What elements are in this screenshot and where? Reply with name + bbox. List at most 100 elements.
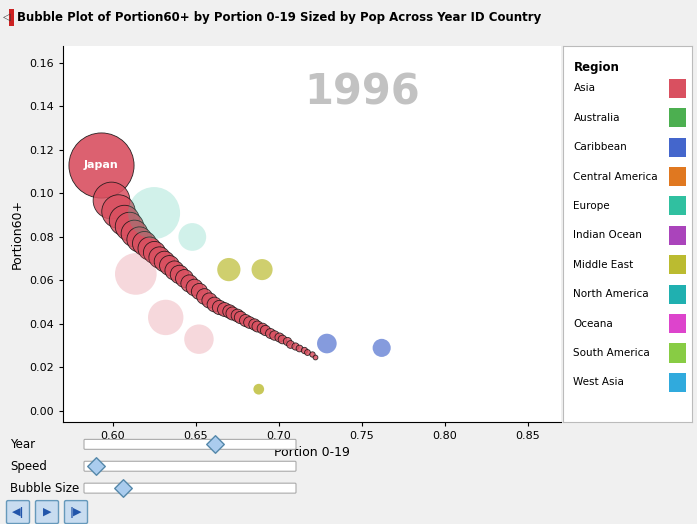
Text: Middle East: Middle East [574, 260, 634, 270]
Text: South America: South America [574, 348, 650, 358]
Point [112, 206, 123, 215]
Point [307, 350, 318, 358]
Point [188, 283, 199, 291]
Text: ◀|: ◀| [12, 507, 24, 518]
Point [117, 484, 128, 493]
Text: Europe: Europe [574, 201, 610, 211]
Point [265, 329, 276, 337]
Point [218, 304, 229, 313]
FancyBboxPatch shape [36, 500, 59, 523]
Bar [669, 226, 686, 245]
Point [285, 340, 296, 348]
Point [105, 196, 116, 204]
Point [144, 244, 155, 252]
Point [187, 233, 198, 241]
Bar [669, 255, 686, 275]
Point [134, 235, 145, 243]
Point [227, 309, 238, 317]
Text: Australia: Australia [574, 113, 620, 123]
Point [273, 333, 284, 341]
Point [178, 274, 190, 282]
Bar [669, 79, 686, 98]
Point [160, 313, 171, 322]
Point [213, 302, 224, 311]
Point [253, 385, 264, 394]
Point [169, 265, 180, 274]
Point [90, 462, 101, 471]
Point [248, 320, 259, 328]
Point [123, 222, 135, 230]
Bar [669, 137, 686, 157]
Text: North America: North America [574, 289, 649, 299]
Point [118, 215, 130, 224]
Point [139, 239, 150, 248]
Text: Japan: Japan [84, 160, 118, 170]
FancyBboxPatch shape [84, 461, 296, 471]
Text: Asia: Asia [574, 83, 595, 93]
Text: ◁: ◁ [3, 12, 10, 22]
Point [256, 265, 268, 274]
Point [290, 342, 301, 350]
Text: West Asia: West Asia [574, 377, 625, 387]
Bar [669, 196, 686, 215]
Point [158, 257, 169, 265]
Text: |▶: |▶ [70, 507, 82, 518]
Point [235, 313, 246, 322]
Y-axis label: Portion60+: Portion60+ [10, 199, 24, 269]
Point [193, 287, 204, 296]
Point [130, 270, 141, 278]
Point [268, 331, 279, 339]
Point [293, 344, 304, 352]
Point [321, 340, 332, 348]
FancyBboxPatch shape [84, 483, 296, 493]
FancyBboxPatch shape [65, 500, 88, 523]
Bar [669, 343, 686, 363]
Bar [669, 314, 686, 333]
FancyBboxPatch shape [6, 500, 29, 523]
Point [128, 228, 139, 237]
Text: Region: Region [574, 61, 620, 74]
Point [153, 253, 164, 261]
Point [240, 315, 251, 324]
Point [164, 261, 175, 269]
Text: Oceana: Oceana [574, 319, 613, 329]
Point [282, 337, 293, 345]
Text: 1996: 1996 [304, 72, 420, 114]
Point [231, 311, 243, 320]
Point [183, 278, 194, 287]
FancyBboxPatch shape [84, 439, 296, 450]
Point [210, 440, 221, 449]
Text: Year: Year [10, 438, 35, 451]
Point [298, 346, 309, 354]
Point [199, 291, 210, 300]
Point [301, 348, 312, 356]
Point [148, 209, 160, 217]
Point [376, 344, 388, 352]
Point [208, 300, 220, 309]
Text: ▶: ▶ [43, 507, 52, 517]
Point [277, 335, 288, 343]
Point [148, 248, 160, 256]
Text: Caribbean: Caribbean [574, 142, 627, 152]
Point [223, 265, 234, 274]
Text: Speed: Speed [10, 460, 47, 473]
X-axis label: Portion 0-19: Portion 0-19 [274, 446, 350, 460]
Point [243, 318, 254, 326]
Bar [669, 167, 686, 186]
Text: Bubble Plot of Portion60+ by Portion 0-19 Sized by Pop Across Year ID Country: Bubble Plot of Portion60+ by Portion 0-1… [17, 10, 542, 24]
Text: Bubble Size: Bubble Size [10, 482, 79, 495]
Point [252, 322, 263, 330]
Text: Central America: Central America [574, 171, 658, 181]
Bar [9, 8, 14, 26]
Bar [669, 108, 686, 127]
Point [95, 161, 107, 169]
Point [204, 296, 215, 304]
Point [260, 326, 271, 335]
Point [223, 307, 234, 315]
Text: Indian Ocean: Indian Ocean [574, 231, 643, 241]
Point [309, 352, 321, 361]
Point [193, 335, 204, 343]
Bar [669, 373, 686, 392]
Point [174, 270, 185, 278]
Bar [669, 285, 686, 304]
